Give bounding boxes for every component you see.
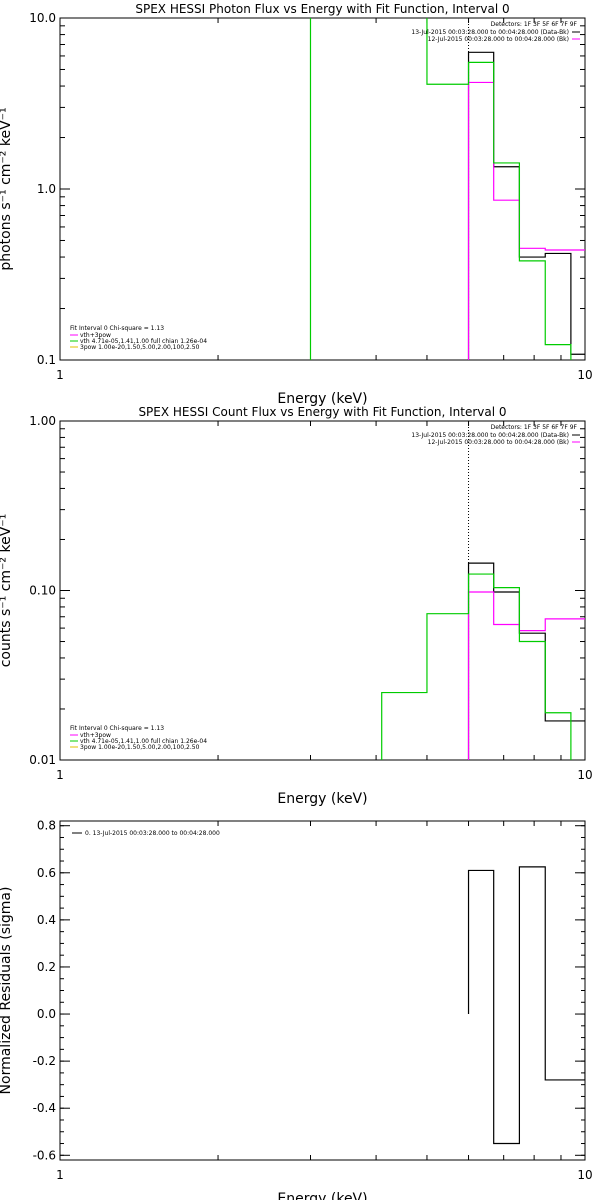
plot-frame: [59, 420, 586, 761]
y-axis-label: photons s⁻¹ cm⁻² keV⁻¹: [0, 107, 14, 270]
x-axis-label: Energy (keV): [277, 391, 367, 407]
chart-2: 1 10 0.01 0.10 1.00 SPEX HESSI Count Flux vs …: [0, 405, 593, 807]
plot-area: [309, 18, 585, 360]
legend-fit-entry: vth 4.71e-05,1.41,1.00 full chian 1.26e-…: [80, 338, 207, 345]
y-tick-label: 0.6: [37, 866, 56, 880]
x-axis-label: Energy (keV): [277, 1191, 367, 1200]
detectors-label: Detectors: 1F 3F 5F 6F 7F 9F: [491, 21, 578, 28]
chart-3: 1 10 -0.6 -0.4 -0.2 0.0 0.2 0.4 0.6 0.8 Energy (ke…: [0, 819, 593, 1200]
series-data: [467, 562, 585, 760]
legend-time-entry: 13-Jul-2015 00:03:28.000 to 00:04:28.000…: [411, 29, 569, 36]
legend-fit-entry: vth 4.71e-05,1.41,1.00 full chian 1.26e-…: [80, 738, 207, 745]
chart-1: 1 10 0.1 1.0 10.0 SPEX HESSI Photon Flux vs E…: [0, 2, 593, 407]
fit-info-label: Fit Interval 0 Chi-square = 1.13: [70, 325, 164, 332]
legend-fit-entry: 3pow 1.00e-20,1.50,5.00,2.00,100,2.50: [80, 744, 200, 751]
plot-area: [381, 562, 585, 760]
legend-time-entry: 12-Jul-2015 00:03:28.000 to 00:04:28.000…: [428, 439, 569, 446]
x-tick-label: 1: [56, 768, 64, 782]
x-tick-label: 10: [577, 768, 592, 782]
series-data: [467, 51, 585, 360]
y-tick-label: 1.0: [37, 182, 56, 196]
y-tick-label: -0.6: [33, 1148, 56, 1162]
y-tick-label: 0.1: [37, 353, 56, 367]
y-tick-label: 0.0: [37, 1007, 56, 1021]
y-tick-label: 0.4: [37, 913, 56, 927]
chart-title: SPEX HESSI Photon Flux vs Energy with Fi…: [135, 2, 509, 16]
legend-time-entry: 13-Jul-2015 00:03:28.000 to 00:04:28.000…: [411, 432, 569, 439]
detectors-label: Detectors: 1F 3F 5F 6F 7F 9F: [491, 424, 578, 431]
y-tick-label: 10.0: [29, 11, 56, 25]
y-tick-label: -0.4: [33, 1101, 56, 1115]
y-tick-label: 0.01: [29, 753, 56, 767]
legend-time-entry: 12-Jul-2015 00:03:28.000 to 00:04:28.000…: [428, 36, 569, 43]
plot-frame: [59, 820, 586, 1161]
legend-fit-entry: vth+3pow: [80, 332, 111, 339]
chart-title: SPEX HESSI Count Flux vs Energy with Fit…: [138, 405, 506, 419]
y-tick-label: 0.2: [37, 960, 56, 974]
plot-area: [467, 866, 585, 1145]
y-tick-label: 0.10: [29, 584, 56, 598]
series-model: [467, 591, 585, 760]
x-axis-label: Energy (keV): [277, 791, 367, 807]
y-tick-label: -0.2: [33, 1054, 56, 1068]
legend-residual-entry: 0. 13-Jul-2015 00:03:28.000 to 00:04:28.…: [85, 830, 220, 837]
series-residual: [467, 866, 585, 1145]
y-tick-label: 1.00: [29, 414, 56, 428]
series-model: [467, 81, 585, 360]
plot-frame: [59, 17, 586, 361]
series-vth: [381, 573, 572, 760]
series-vth: [309, 18, 572, 360]
x-tick-label: 1: [56, 368, 64, 382]
y-axis-label: counts s⁻¹ cm⁻² keV⁻¹: [0, 514, 14, 668]
fit-info-label: Fit Interval 0 Chi-square = 1.13: [70, 725, 164, 732]
y-tick-label: 0.8: [37, 819, 56, 833]
legend-fit-entry: 3pow 1.00e-20,1.50,5.00,2.00,100,2.50: [80, 344, 200, 351]
x-tick-label: 1: [56, 1168, 64, 1182]
x-tick-label: 10: [577, 1168, 592, 1182]
legend-fit-entry: vth+3pow: [80, 732, 111, 739]
x-tick-label: 10: [577, 368, 592, 382]
y-axis-label: Normalized Residuals (sigma): [0, 887, 14, 1095]
